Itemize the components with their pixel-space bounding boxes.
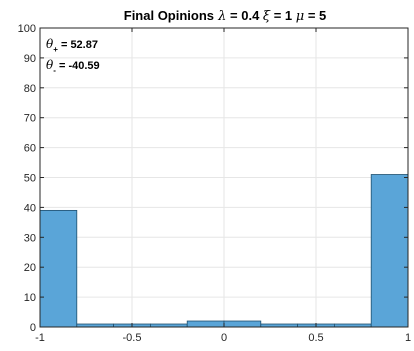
theta-annotation: θ- = -40.59 (46, 58, 100, 75)
histogram-bar (186, 320, 225, 328)
chart-title: Final Opinions λ = 0.4 ξ = 1 μ = 5 (124, 8, 327, 24)
x-tick-label: -1 (35, 332, 45, 344)
x-tick-label: 1 (405, 332, 411, 344)
title-part: = 0.4 (226, 8, 263, 23)
title-part: ξ (263, 9, 271, 24)
title-part: = 5 (304, 8, 326, 23)
x-tick-label: 0 (221, 332, 227, 344)
y-tick-label: 50 (24, 173, 36, 185)
y-tick-label: 30 (24, 232, 36, 244)
x-tick-label: 0.5 (308, 332, 323, 344)
histogram-bar (370, 174, 409, 328)
histogram-bar (223, 320, 262, 328)
y-tick-label: 60 (24, 143, 36, 155)
bars (39, 174, 409, 328)
y-tick-label: 20 (24, 262, 36, 274)
y-tick-label: 90 (24, 53, 36, 65)
annotations: θ+ = 52.87 θ- = -40.59 (46, 37, 100, 75)
y-tick-label: 40 (24, 202, 36, 214)
histogram-bar (39, 209, 78, 328)
y-tick-label: 100 (18, 23, 36, 35)
title-part: λ (214, 9, 226, 24)
title-part: Final Opinions (124, 8, 214, 23)
y-tick-label: 0 (30, 322, 36, 334)
grid (39, 27, 409, 328)
y-tick-label: 10 (24, 292, 36, 304)
y-tick-label: 80 (24, 83, 36, 95)
x-tick-label: -0.5 (123, 332, 142, 344)
title-part: μ (296, 9, 304, 24)
title-part: = 1 (270, 8, 296, 23)
theta-annotation: θ+ = 52.87 (46, 37, 98, 54)
y-tick-label: 70 (24, 113, 36, 125)
